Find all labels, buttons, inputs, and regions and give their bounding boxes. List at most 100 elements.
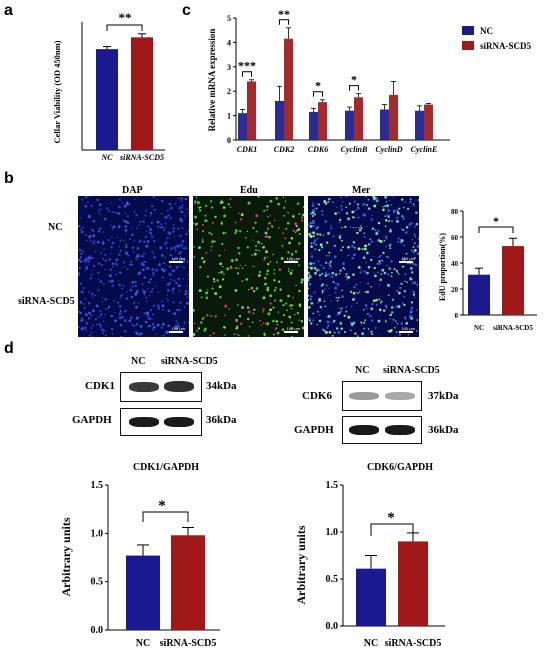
nucleus — [316, 237, 319, 240]
nucleus — [146, 267, 150, 270]
nucleus — [273, 279, 276, 282]
nucleus — [112, 284, 115, 287]
nucleus — [84, 313, 88, 317]
nucleus — [135, 214, 138, 217]
nucleus — [321, 210, 323, 212]
nucleus — [363, 247, 367, 251]
nucleus — [152, 272, 155, 275]
nucleus — [92, 229, 95, 232]
nucleus — [396, 216, 399, 219]
mrna-chart: Relative mRNA expression 012345CDK1***CD… — [207, 7, 532, 154]
blot-right-kda-gapdh: 36kDa — [428, 424, 459, 436]
nucleus — [207, 289, 209, 291]
nucleus — [400, 228, 403, 230]
nucleus — [322, 234, 324, 236]
nucleus — [168, 237, 171, 239]
nucleus — [238, 315, 242, 318]
nucleus — [268, 222, 271, 225]
nucleus — [252, 321, 254, 324]
nucleus — [97, 210, 100, 213]
nucleus — [404, 273, 407, 276]
nucleus — [367, 282, 369, 285]
panel-letter-a: a — [4, 2, 13, 19]
nucleus — [88, 236, 91, 239]
nucleus — [152, 304, 156, 308]
bar-siRNA-SCD5 — [171, 535, 205, 630]
nucleus — [277, 311, 279, 313]
nucleus — [390, 275, 393, 278]
panel-letter-c: c — [182, 2, 191, 19]
nucleus — [389, 228, 392, 230]
nucleus — [383, 239, 386, 242]
x-tick-label-CDK6: CDK6 — [308, 145, 328, 154]
nucleus — [122, 284, 125, 288]
bar-CDK6-siRNA-SCD5 — [318, 102, 327, 140]
nucleus — [349, 321, 352, 324]
nucleus — [156, 304, 160, 308]
nucleus — [196, 201, 200, 205]
nucleus — [308, 223, 309, 225]
nucleus — [104, 313, 106, 316]
nucleus — [378, 260, 381, 263]
nucleus — [337, 307, 339, 309]
nucleus — [389, 229, 392, 233]
nucleus — [84, 269, 87, 272]
nucleus — [135, 331, 139, 335]
nucleus — [407, 333, 410, 336]
nucleus — [362, 202, 366, 206]
nucleus — [334, 291, 337, 294]
nucleus — [327, 325, 329, 327]
nucleus — [295, 284, 297, 287]
nucleus — [214, 240, 216, 243]
nucleus — [177, 284, 181, 288]
nucleus — [292, 229, 295, 232]
nucleus — [252, 312, 255, 315]
nucleus — [104, 330, 106, 332]
nucleus — [366, 307, 368, 310]
nucleus — [348, 202, 351, 205]
nucleus — [308, 299, 310, 301]
nucleus — [143, 294, 146, 296]
nucleus — [405, 322, 408, 325]
nucleus — [211, 206, 214, 209]
nucleus — [122, 219, 125, 222]
nucleus — [162, 262, 165, 265]
nucleus — [94, 294, 96, 297]
nucleus — [108, 274, 112, 278]
nucleus — [262, 308, 265, 311]
nucleus — [394, 335, 397, 337]
cdk6-ylabel: Arbitrary units — [294, 525, 308, 604]
nucleus — [223, 214, 227, 218]
nucleus — [349, 290, 353, 293]
nucleus — [385, 201, 388, 203]
nucleus — [294, 313, 296, 316]
nucleus — [79, 217, 82, 220]
nucleus — [308, 317, 311, 321]
nucleus — [123, 266, 126, 267]
significance-bracket — [313, 91, 323, 97]
nucleus — [262, 311, 264, 313]
nucleus — [362, 308, 365, 311]
nucleus — [203, 329, 206, 332]
nucleus — [312, 224, 315, 228]
significance-bracket — [370, 523, 414, 536]
y-tick-label: 1.0 — [91, 528, 104, 539]
nucleus — [326, 202, 329, 204]
nucleus — [110, 314, 114, 318]
nucleus — [142, 289, 144, 291]
nucleus — [384, 304, 388, 308]
nucleus — [372, 299, 376, 303]
nucleus — [393, 326, 396, 329]
nucleus — [411, 249, 413, 252]
nucleus — [414, 233, 416, 236]
nucleus — [347, 275, 350, 279]
nucleus — [175, 281, 178, 285]
nucleus — [81, 326, 84, 329]
nucleus — [110, 202, 112, 204]
nucleus — [390, 260, 393, 263]
nucleus — [210, 200, 213, 203]
nucleus — [257, 196, 260, 198]
nucleus — [182, 204, 184, 207]
nucleus — [252, 289, 256, 293]
nucleus — [186, 260, 189, 263]
